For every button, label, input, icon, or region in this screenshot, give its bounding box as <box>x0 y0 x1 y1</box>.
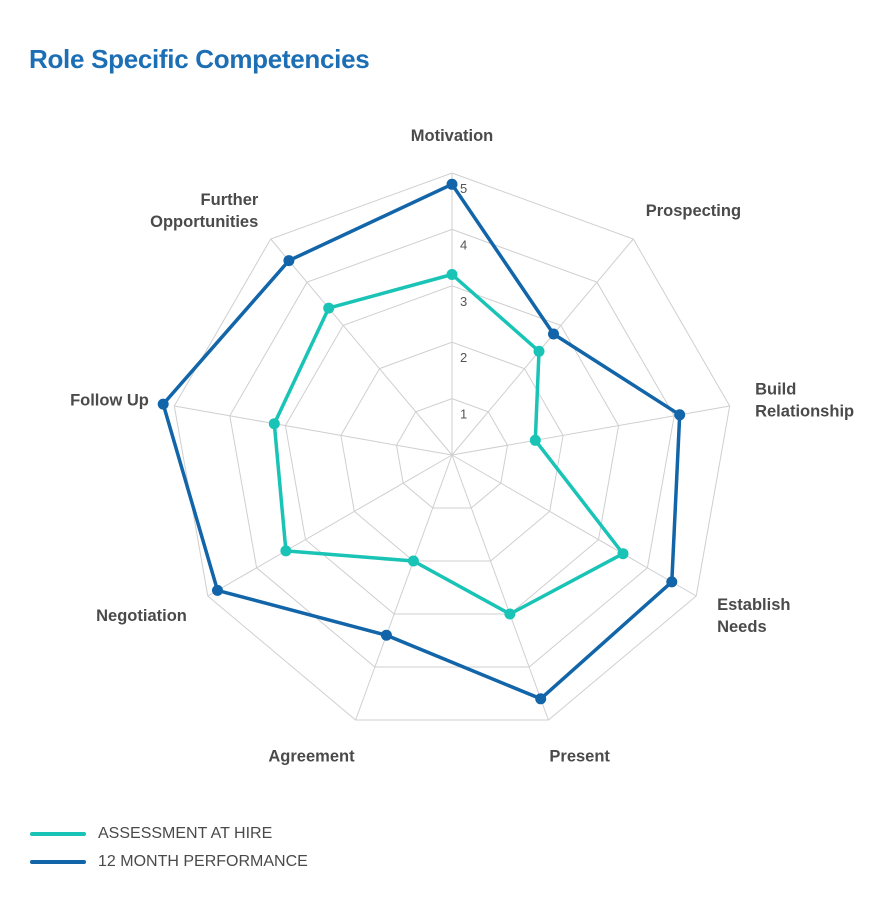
tick-label: 5 <box>460 181 467 196</box>
axis-label-further-opportunities: Further Opportunities <box>150 191 259 231</box>
spoke-present <box>451 454 549 721</box>
data-point-assessment-at-hire-further-opportunities <box>323 302 335 314</box>
grid-layer <box>173 172 731 721</box>
grid-ring-5 <box>173 172 731 721</box>
data-point-assessment-at-hire-negotiation <box>280 545 292 557</box>
spoke-agreement <box>355 454 453 721</box>
legend-swatch-12-month-performance <box>30 860 86 864</box>
spoke-follow-up <box>174 405 453 456</box>
data-point-12-month-performance-present <box>535 693 547 705</box>
legend: ASSESSMENT AT HIRE 12 MONTH PERFORMANCE <box>30 820 308 876</box>
data-point-12-month-performance-further-opportunities <box>283 255 295 267</box>
axis-label-present: Present <box>549 748 610 766</box>
legend-swatch-assessment-at-hire <box>30 832 86 836</box>
tick-label: 2 <box>460 350 467 365</box>
data-point-12-month-performance-build-relationship <box>674 409 686 421</box>
data-point-assessment-at-hire-establish-needs <box>617 548 629 560</box>
spoke-further-opportunities <box>270 238 453 456</box>
data-point-12-month-performance-prospecting <box>548 328 559 340</box>
spoke-build-relationship <box>451 405 730 456</box>
data-point-assessment-at-hire-agreement <box>407 555 419 567</box>
data-point-assessment-at-hire-motivation <box>446 269 458 280</box>
grid-ring-1 <box>395 398 509 509</box>
legend-item-assessment-at-hire: ASSESSMENT AT HIRE <box>30 820 308 848</box>
data-point-12-month-performance-motivation <box>446 178 458 190</box>
legend-label-assessment-at-hire: ASSESSMENT AT HIRE <box>98 825 273 842</box>
data-point-12-month-performance-follow-up <box>157 398 169 410</box>
axis-label-establish-needs: Establish Needs <box>717 596 790 636</box>
series-line-12-month-performance <box>161 182 682 701</box>
series-line-assessment-at-hire <box>272 272 625 616</box>
legend-item-12-month-performance: 12 MONTH PERFORMANCE <box>30 848 308 876</box>
tick-label: 3 <box>460 294 467 309</box>
legend-label-12-month-performance: 12 MONTH PERFORMANCE <box>98 853 308 870</box>
axis-label-prospecting: Prospecting <box>646 202 741 220</box>
axis-label-follow-up: Follow Up <box>70 391 149 409</box>
data-point-12-month-performance-agreement <box>380 629 392 641</box>
data-point-assessment-at-hire-build-relationship <box>529 434 541 446</box>
tick-labels: 1 2 3 4 5 <box>460 181 467 422</box>
grid-ring-2 <box>340 341 564 562</box>
data-point-assessment-at-hire-follow-up <box>268 418 280 430</box>
data-point-assessment-at-hire-present <box>504 608 516 620</box>
tick-label: 1 <box>460 407 467 422</box>
axis-label-build-relationship: Build Relationship <box>755 380 854 420</box>
data-point-12-month-performance-negotiation <box>212 584 223 596</box>
axis-label-agreement: Agreement <box>268 748 355 766</box>
axis-label-negotiation: Negotiation <box>96 607 187 625</box>
tick-label: 4 <box>460 237 467 252</box>
chart-title: Role Specific Competencies <box>29 44 370 74</box>
data-point-12-month-performance-establish-needs <box>666 576 678 588</box>
grid-ring-4 <box>229 228 675 668</box>
series-layer <box>157 178 686 705</box>
axis-label-motivation: Motivation <box>411 127 494 145</box>
spoke-negotiation <box>207 454 453 597</box>
axis-labels: Motivation Prospecting Build Relationship Es… <box>70 127 854 766</box>
grid-ring-3 <box>284 285 620 615</box>
data-point-assessment-at-hire-prospecting <box>533 345 545 357</box>
spoke-prospecting <box>451 238 634 456</box>
spoke-establish-needs <box>451 454 697 597</box>
